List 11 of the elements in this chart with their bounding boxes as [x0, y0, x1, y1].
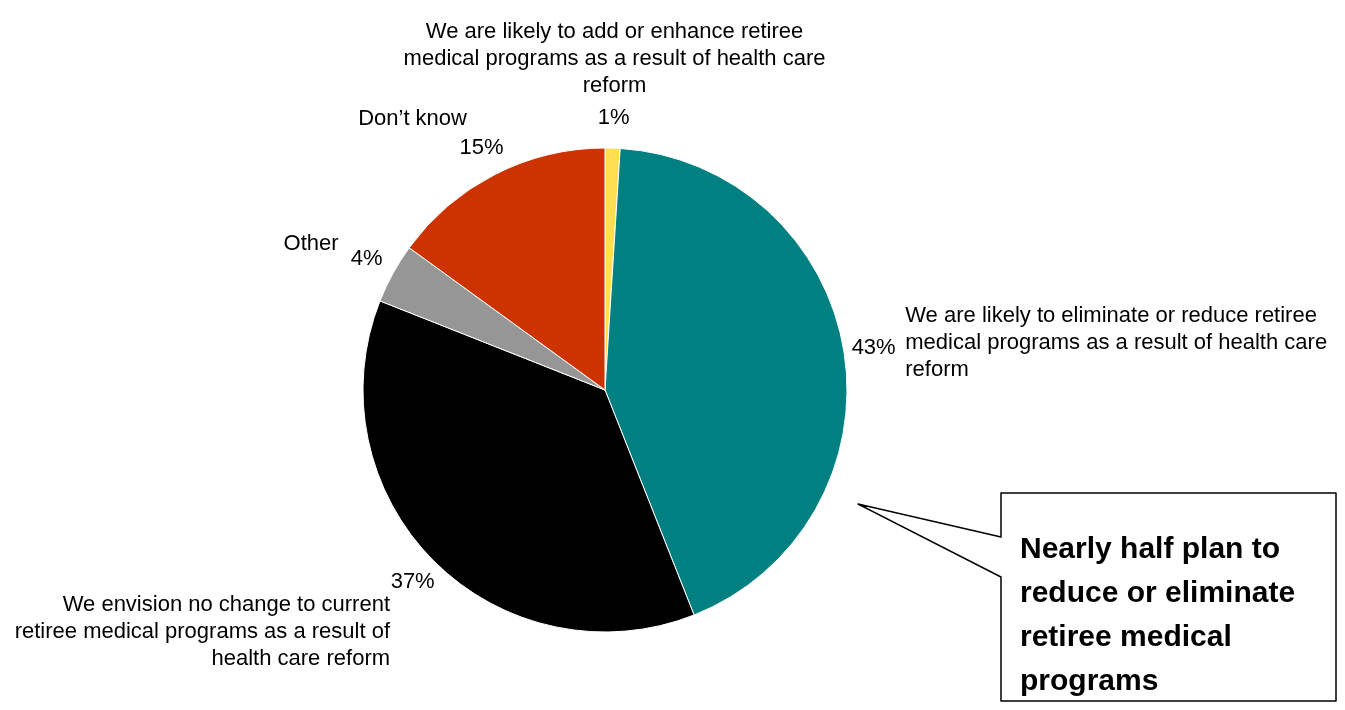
slice-label: We envision no change to current retiree medical programs as a result of health care reform	[14, 591, 391, 671]
slice-label: We are likely to eliminate or reduce retiree medical programs as a result of health care reform	[905, 301, 1328, 381]
slice-label: Don’t know	[358, 105, 468, 131]
text: Nearly half plan to reduce or eliminate retiree medical programs	[1020, 530, 1297, 698]
data-label: 4%	[350, 245, 383, 271]
data-label: 15%	[459, 133, 504, 159]
data-label: 37%	[390, 568, 435, 594]
slice-label: We are likely to add or enhance retiree medical programs as a result of health care reform	[403, 18, 826, 98]
slice-label: Other	[283, 229, 339, 255]
data-label: 43%	[851, 333, 896, 359]
data-label: 1%	[597, 104, 630, 130]
